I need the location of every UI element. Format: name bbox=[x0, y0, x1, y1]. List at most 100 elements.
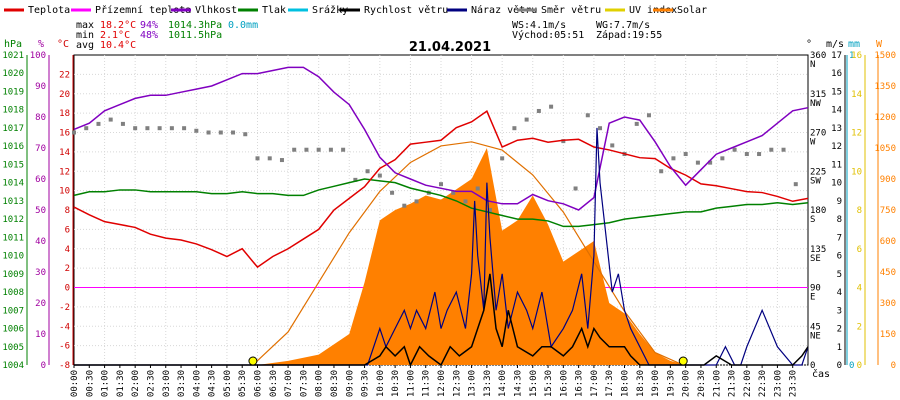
tick-ms: 14 bbox=[831, 106, 842, 116]
tick-temp: 20 bbox=[59, 90, 70, 100]
stat-max-temp: 18.2°C bbox=[100, 20, 136, 31]
axis-unit-temp: °C bbox=[57, 39, 69, 50]
wind-dir-point bbox=[683, 152, 688, 157]
sunrise: Východ:05:51 bbox=[512, 29, 584, 41]
tick-ms: 9 bbox=[837, 197, 842, 207]
tick-temp: 12 bbox=[59, 167, 70, 177]
wind-dir-point bbox=[365, 169, 370, 174]
x-tick-label: 18:30 bbox=[636, 370, 646, 397]
tick-w: 1350 bbox=[874, 82, 896, 92]
x-tick-label: 12:00 bbox=[437, 370, 447, 397]
tick-temp: 10 bbox=[59, 187, 70, 197]
chart-title: 21.04.2021 bbox=[409, 40, 491, 55]
series-solar-area bbox=[74, 148, 808, 365]
stat-avg-label: avg bbox=[76, 40, 94, 51]
tick-dir: 180 bbox=[810, 206, 826, 216]
wind-dir-point bbox=[695, 160, 700, 165]
tick-hpa: 1018 bbox=[2, 106, 24, 116]
x-tick-label: 12:30 bbox=[452, 370, 462, 397]
wind-info: WS:4.1m/s WG:7.7m/s Východ:05:51 Západ:1… bbox=[512, 20, 662, 41]
tick-temp: -4 bbox=[59, 322, 70, 332]
x-tick-label: 21:00 bbox=[712, 370, 722, 397]
wind-dir-point bbox=[231, 130, 236, 135]
tick-temp: 16 bbox=[59, 129, 70, 139]
stat-min-temp: 2.1°C bbox=[100, 30, 130, 41]
wind-dir-point bbox=[781, 147, 786, 152]
tick-temp: -2 bbox=[59, 303, 70, 313]
wind-dir-point bbox=[585, 113, 590, 118]
tick-ms: 7 bbox=[837, 233, 842, 243]
tick-mm: 1 bbox=[849, 51, 854, 61]
stat-min-label: min bbox=[76, 30, 94, 41]
sunset-marker bbox=[678, 356, 688, 366]
x-tick-label: 06:30 bbox=[269, 370, 279, 397]
axis-unit-mm: mm bbox=[848, 39, 860, 50]
wind-dir-point bbox=[659, 169, 664, 174]
wind-dir-point bbox=[157, 126, 162, 131]
tick-hpa: 1021 bbox=[2, 51, 24, 61]
tick-hpa: 1015 bbox=[2, 160, 24, 170]
tick-ms: 6 bbox=[837, 252, 842, 262]
plot-area bbox=[72, 66, 809, 367]
x-axis-label: čas bbox=[812, 368, 830, 380]
x-tick-label: 14:30 bbox=[513, 370, 523, 397]
tick-hpa: 1017 bbox=[2, 124, 24, 134]
stat-avg-temp: 10.4°C bbox=[100, 40, 136, 51]
tick-ms: 3 bbox=[837, 306, 842, 316]
tick-temp: 14 bbox=[59, 148, 70, 158]
x-tick-label: 07:30 bbox=[299, 370, 309, 397]
tick-temp: 0 bbox=[65, 284, 70, 294]
tick-compass: W bbox=[810, 138, 816, 148]
tick-dir: 0 bbox=[810, 361, 815, 371]
x-tick-label: 13:30 bbox=[483, 370, 493, 397]
legend-label-9: Solar bbox=[677, 5, 707, 16]
wind-dir-point bbox=[524, 117, 529, 122]
stat-max-label: max bbox=[76, 20, 94, 31]
wind-dir-point bbox=[793, 182, 798, 187]
tick-temp: 22 bbox=[59, 70, 70, 80]
x-tick-label: 02:30 bbox=[146, 370, 156, 397]
tick-pct: 70 bbox=[35, 144, 46, 154]
tick-ms: 0 bbox=[837, 361, 842, 371]
tick-ms: 1 bbox=[837, 343, 842, 353]
wind-dir-point bbox=[279, 158, 284, 163]
wind-dir-point bbox=[169, 126, 174, 131]
wind-dir-point bbox=[218, 130, 223, 135]
wind-dir-point bbox=[451, 190, 456, 195]
tick-compass: NW bbox=[810, 99, 821, 109]
tick-temp: 2 bbox=[65, 264, 70, 274]
tick-ms: 13 bbox=[831, 124, 842, 134]
axis-unit-w: W bbox=[876, 39, 883, 50]
wind-dir-point bbox=[377, 173, 382, 178]
x-tick-label: 16:30 bbox=[575, 370, 585, 397]
tick-uv: 8 bbox=[857, 206, 862, 216]
tick-pct: 80 bbox=[35, 113, 46, 123]
x-tick-label: 08:30 bbox=[330, 370, 340, 397]
tick-w: 0 bbox=[891, 361, 896, 371]
tick-pct: 100 bbox=[30, 51, 46, 61]
wind-dir-point bbox=[757, 152, 762, 157]
tick-hpa: 1005 bbox=[2, 343, 24, 353]
wind-dir-point bbox=[475, 186, 480, 191]
wind-dir-point bbox=[732, 147, 737, 152]
tick-pct: 40 bbox=[35, 237, 46, 247]
tick-pct: 50 bbox=[35, 206, 46, 216]
tick-ms: 15 bbox=[831, 87, 842, 97]
tick-hpa: 1019 bbox=[2, 87, 24, 97]
tick-temp: 6 bbox=[65, 225, 70, 235]
wind-dir-point bbox=[145, 126, 150, 131]
x-tick-label: 23:00 bbox=[773, 370, 783, 397]
tick-dir: 225 bbox=[810, 167, 826, 177]
tick-hpa: 1016 bbox=[2, 142, 24, 152]
x-tick-label: 20:00 bbox=[682, 370, 692, 397]
wind-dir-point bbox=[512, 126, 517, 131]
wind-dir-point bbox=[341, 147, 346, 152]
wind-dir-point bbox=[671, 156, 676, 161]
x-tick-label: 02:00 bbox=[131, 370, 141, 397]
tick-uv: 4 bbox=[857, 284, 862, 294]
x-tick-label: 06:00 bbox=[254, 370, 264, 397]
tick-compass: SW bbox=[810, 176, 821, 186]
tick-hpa: 1004 bbox=[2, 361, 24, 371]
tick-ms: 11 bbox=[831, 160, 842, 170]
tick-dir: 270 bbox=[810, 129, 826, 139]
